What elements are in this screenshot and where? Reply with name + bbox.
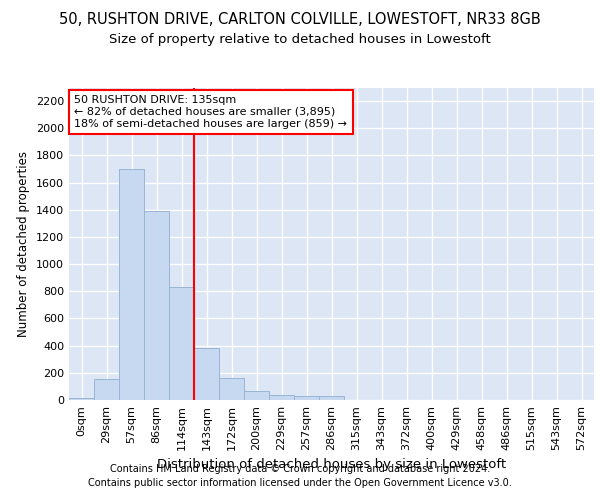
Text: 50 RUSHTON DRIVE: 135sqm
← 82% of detached houses are smaller (3,895)
18% of sem: 50 RUSHTON DRIVE: 135sqm ← 82% of detach… bbox=[74, 96, 347, 128]
Bar bbox=[219, 378, 244, 400]
Bar bbox=[244, 391, 269, 400]
Y-axis label: Number of detached properties: Number of detached properties bbox=[17, 151, 31, 337]
Bar bbox=[69, 398, 94, 400]
Bar bbox=[269, 395, 294, 400]
Text: Size of property relative to detached houses in Lowestoft: Size of property relative to detached ho… bbox=[109, 32, 491, 46]
Bar bbox=[144, 211, 169, 400]
Bar bbox=[169, 286, 194, 400]
X-axis label: Distribution of detached houses by size in Lowestoft: Distribution of detached houses by size … bbox=[157, 458, 506, 471]
Bar bbox=[94, 379, 119, 400]
Bar bbox=[319, 396, 344, 400]
Bar bbox=[194, 348, 219, 400]
Bar bbox=[294, 396, 319, 400]
Text: Contains HM Land Registry data © Crown copyright and database right 2024.
Contai: Contains HM Land Registry data © Crown c… bbox=[88, 464, 512, 487]
Text: 50, RUSHTON DRIVE, CARLTON COLVILLE, LOWESTOFT, NR33 8GB: 50, RUSHTON DRIVE, CARLTON COLVILLE, LOW… bbox=[59, 12, 541, 28]
Bar bbox=[119, 169, 144, 400]
